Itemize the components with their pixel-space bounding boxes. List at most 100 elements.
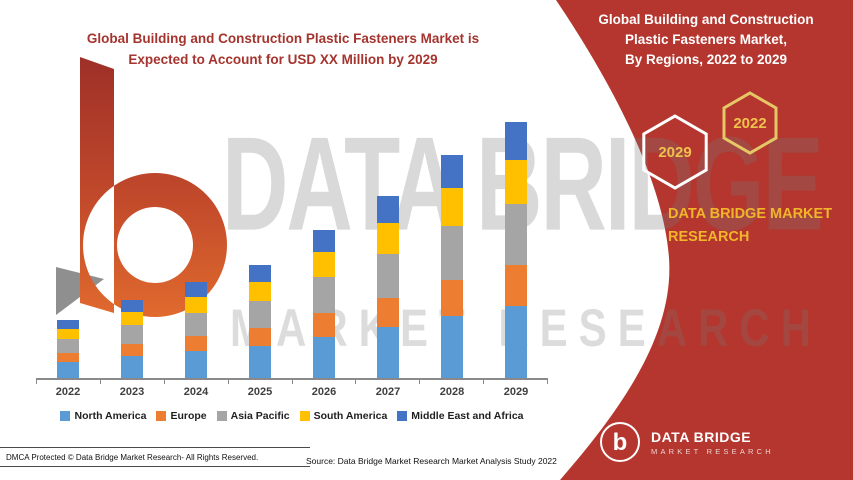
logo-name: DATA BRIDGE	[651, 428, 752, 445]
year-badge-2022: 2022	[733, 115, 766, 132]
segment-north-america	[313, 337, 335, 378]
x-axis-label-2026: 2026	[311, 386, 337, 398]
legend-swatch	[299, 411, 310, 421]
bar-column-2028	[420, 112, 484, 378]
segment-middle-east-and-africa	[505, 122, 527, 160]
axis-tick	[419, 380, 421, 384]
segment-europe	[313, 313, 335, 337]
x-axis-label-2028: 2028	[439, 386, 465, 398]
axis-tick	[547, 380, 548, 384]
x-axis-ticks	[36, 380, 548, 384]
legend-label: Europe	[170, 410, 207, 422]
bar-column-2022	[36, 112, 100, 378]
stacked-bar-2027	[377, 196, 399, 378]
segment-asia-pacific	[57, 339, 79, 353]
legend-label: Asia Pacific	[230, 410, 290, 422]
legend-label: North America	[74, 410, 147, 422]
chart-headline-line1: Global Building and Construction Plastic…	[86, 31, 480, 46]
segment-europe	[57, 353, 79, 362]
segment-asia-pacific	[313, 277, 335, 313]
segment-middle-east-and-africa	[441, 155, 463, 188]
legend-item-europe: Europe	[156, 410, 207, 422]
segment-south-america	[57, 329, 79, 339]
brand-gold-line2: RESEARCH	[668, 229, 750, 245]
x-axis-label-2024: 2024	[183, 386, 209, 398]
x-axis-labels: 2022 2023 2024 2025 2026 2027 2028 2029	[36, 386, 548, 398]
segment-europe	[249, 328, 271, 346]
bar-column-2026	[292, 112, 356, 378]
panel-title-line2: Plastic Fasteners Market,	[624, 32, 788, 47]
axis-tick	[227, 380, 229, 384]
logo-text-block: DATA BRIDGE MARKET RESEARCH	[651, 429, 774, 456]
segment-middle-east-and-africa	[57, 320, 79, 329]
segment-asia-pacific	[441, 226, 463, 280]
legend-label: South America	[313, 410, 388, 422]
stacked-bar-2022	[57, 320, 79, 378]
bar-column-2023	[100, 112, 164, 378]
axis-tick	[163, 380, 165, 384]
legend-swatch	[60, 411, 71, 421]
panel-title-line3: By Regions, 2022 to 2029	[624, 52, 788, 67]
year-badges: 2022 2029	[642, 91, 778, 190]
segment-middle-east-and-africa	[185, 282, 207, 297]
axis-tick	[291, 380, 293, 384]
segment-south-america	[249, 282, 271, 301]
brand-gold-text: DATA BRIDGE MARKET RESEARCH	[668, 203, 832, 249]
chart-headline-line2: Expected to Account for USD XX Million b…	[128, 52, 438, 67]
segment-south-america	[121, 312, 143, 325]
x-axis-label-2029: 2029	[503, 386, 529, 398]
segment-north-america	[441, 316, 463, 378]
bar-column-2027	[356, 112, 420, 378]
bar-column-2025	[228, 112, 292, 378]
x-axis-label-2023: 2023	[119, 386, 145, 398]
segment-middle-east-and-africa	[121, 300, 143, 312]
segment-europe	[121, 344, 143, 356]
chart-headline: Global Building and Construction Plastic…	[48, 28, 518, 70]
dmca-note: DMCA Protected © Data Bridge Market Rese…	[0, 447, 310, 467]
x-axis-label-2022: 2022	[55, 386, 81, 398]
logo-tagline: MARKET RESEARCH	[651, 446, 774, 456]
segment-north-america	[505, 306, 527, 378]
segment-asia-pacific	[505, 204, 527, 265]
segment-asia-pacific	[121, 325, 143, 344]
legend-label: Middle East and Africa	[411, 410, 524, 422]
segment-asia-pacific	[377, 254, 399, 298]
legend-item-south-america: South America	[299, 410, 388, 422]
segment-north-america	[185, 351, 207, 378]
legend-item-middle-east-and-africa: Middle East and Africa	[397, 410, 524, 422]
hexagon-2022	[722, 91, 778, 155]
bar-column-2024	[164, 112, 228, 378]
data-bridge-b-mark-icon	[56, 57, 228, 317]
segment-south-america	[505, 160, 527, 204]
segment-europe	[441, 280, 463, 316]
segment-europe	[505, 265, 527, 306]
legend-item-north-america: North America	[60, 410, 146, 422]
axis-tick	[483, 380, 485, 384]
segment-north-america	[57, 362, 79, 378]
x-axis-label-2027: 2027	[375, 386, 401, 398]
segment-europe	[377, 298, 399, 327]
segment-south-america	[377, 223, 399, 254]
segment-south-america	[185, 297, 207, 313]
logo-circle-icon: b	[600, 422, 640, 462]
svg-text:b: b	[613, 429, 628, 456]
stacked-bar-2024	[185, 282, 207, 378]
segment-middle-east-and-africa	[377, 196, 399, 223]
hexagon-2029	[642, 114, 708, 190]
stacked-bar-2025	[249, 265, 271, 378]
panel-title: Global Building and Construction Plastic…	[575, 10, 837, 70]
plot-area	[36, 112, 548, 380]
segment-north-america	[377, 327, 399, 378]
bar-chart: 2022 2023 2024 2025 2026 2027 2028 2029	[36, 112, 548, 398]
stacked-bar-2029	[505, 122, 527, 378]
segment-middle-east-and-africa	[313, 230, 335, 252]
dbmr-logo: b DATA BRIDGE MARKET RESEARCH	[598, 420, 774, 464]
legend-swatch	[397, 411, 408, 421]
bar-column-2029	[484, 112, 548, 378]
legend-swatch	[156, 411, 167, 421]
year-badge-2029: 2029	[658, 144, 691, 161]
segment-middle-east-and-africa	[249, 265, 271, 282]
segment-asia-pacific	[185, 313, 207, 336]
